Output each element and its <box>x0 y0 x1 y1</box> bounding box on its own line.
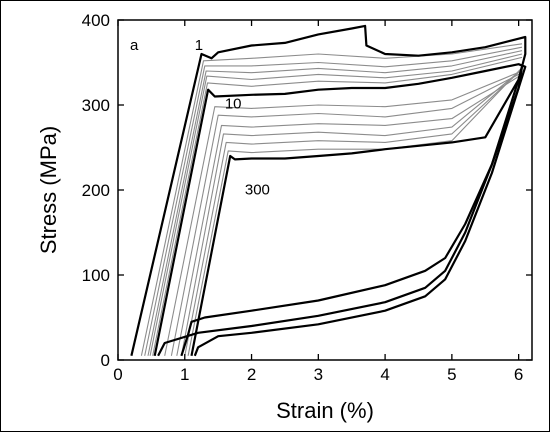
annotations-layer: 1 10 300 <box>195 37 270 199</box>
panel-label: a <box>130 37 139 54</box>
cycle-curve-20 <box>164 70 523 356</box>
x-tick-label: 1 <box>180 365 189 384</box>
x-tick-label: 2 <box>247 365 256 384</box>
x-tick-label: 0 <box>113 365 122 384</box>
cycle-curve-1 <box>130 24 527 357</box>
x-tick-label: 5 <box>447 365 456 384</box>
y-tick-label: 100 <box>82 266 110 285</box>
y-tick-label: 300 <box>82 96 110 115</box>
cycle-curve-4 <box>147 50 523 356</box>
cycle-curve-2 <box>140 43 523 356</box>
cycle-curve-5 <box>149 53 523 356</box>
x-tick-label: 6 <box>514 365 523 384</box>
cycle-curve-3 <box>144 46 523 356</box>
ticks-layer: 0 1 2 3 4 5 6 0 100 200 300 400 <box>82 11 532 384</box>
cycle-annotation: 300 <box>245 181 270 198</box>
cycle-curve-300 <box>190 65 524 357</box>
cycle-annotation: 10 <box>225 95 242 112</box>
y-tick-label: 0 <box>101 351 110 370</box>
cycle-curve-30 <box>170 72 523 356</box>
cycle-curve-10 <box>153 63 527 357</box>
x-axis-title: Strain (%) <box>276 398 374 423</box>
cycle-annotation: 1 <box>195 37 203 54</box>
cycle-curve-7 <box>152 56 523 356</box>
cycle-curve-80 <box>180 68 523 356</box>
y-tick-label: 400 <box>82 11 110 30</box>
cycle-curve-50 <box>176 73 523 356</box>
cycle-curve-200 <box>187 67 523 356</box>
x-tick-label: 3 <box>314 365 323 384</box>
x-tick-label: 4 <box>380 365 389 384</box>
y-tick-label: 200 <box>82 181 110 200</box>
curves-layer <box>130 24 527 357</box>
y-axis-title: Stress (MPa) <box>36 126 61 254</box>
cycle-curve-120 <box>184 68 523 356</box>
